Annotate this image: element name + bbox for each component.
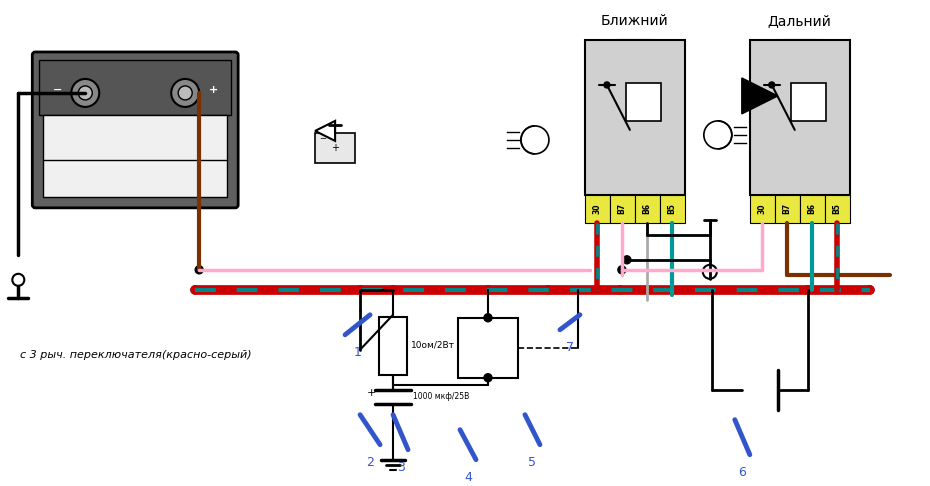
Bar <box>750 40 850 195</box>
Text: 2: 2 <box>366 456 374 469</box>
Circle shape <box>171 79 199 107</box>
Circle shape <box>623 256 631 264</box>
Text: В6: В6 <box>643 203 651 214</box>
Circle shape <box>618 266 626 274</box>
Circle shape <box>704 121 732 149</box>
Circle shape <box>544 286 551 294</box>
Circle shape <box>804 286 812 294</box>
Text: 4: 4 <box>464 471 472 484</box>
Bar <box>618 40 651 80</box>
Text: В7: В7 <box>782 203 791 214</box>
Circle shape <box>192 286 199 294</box>
Bar <box>626 83 661 121</box>
Circle shape <box>604 82 610 88</box>
Text: +: + <box>331 143 339 153</box>
Circle shape <box>795 60 804 70</box>
Text: 10ом/2Вт: 10ом/2Вт <box>411 340 455 349</box>
Text: 3: 3 <box>396 461 405 474</box>
Bar <box>585 195 610 223</box>
Circle shape <box>78 86 92 100</box>
Bar <box>635 195 660 223</box>
Bar <box>44 115 227 197</box>
Bar <box>790 83 826 121</box>
FancyBboxPatch shape <box>33 52 238 208</box>
Text: +: + <box>366 388 376 398</box>
Circle shape <box>356 286 364 294</box>
Bar <box>775 195 800 223</box>
Circle shape <box>195 266 203 274</box>
Text: Ближний: Ближний <box>601 14 669 28</box>
Circle shape <box>179 86 193 100</box>
Circle shape <box>484 374 492 382</box>
Bar <box>610 195 635 223</box>
Circle shape <box>72 79 100 107</box>
Text: В5: В5 <box>832 204 842 214</box>
Polygon shape <box>315 121 335 141</box>
Text: 1000 мкф/25В: 1000 мкф/25В <box>413 392 470 401</box>
Bar <box>315 133 355 163</box>
Text: −: − <box>320 135 326 143</box>
Text: +: + <box>208 85 218 95</box>
Polygon shape <box>742 78 777 114</box>
Bar <box>458 318 518 378</box>
Bar <box>39 60 232 115</box>
Circle shape <box>630 60 640 70</box>
Circle shape <box>389 286 397 294</box>
Bar <box>800 195 825 223</box>
Text: В6: В6 <box>807 203 817 214</box>
Text: В7: В7 <box>618 203 627 214</box>
Text: 6: 6 <box>738 466 746 479</box>
Text: 30: 30 <box>757 204 766 214</box>
Text: 5: 5 <box>528 456 537 469</box>
Bar <box>660 195 684 223</box>
Circle shape <box>832 286 841 294</box>
Text: Дальний: Дальний <box>768 14 831 28</box>
Circle shape <box>624 54 645 76</box>
Text: с 3 рыч. переключателя(красно-серый): с 3 рыч. переключателя(красно-серый) <box>20 350 252 360</box>
Text: 7: 7 <box>566 341 574 354</box>
Circle shape <box>616 286 624 294</box>
Text: −: − <box>53 85 62 95</box>
Circle shape <box>521 126 549 154</box>
Circle shape <box>769 82 775 88</box>
Text: 1: 1 <box>353 346 362 359</box>
Circle shape <box>12 274 24 286</box>
Bar <box>379 317 407 375</box>
Text: В5: В5 <box>668 204 676 214</box>
Bar <box>825 195 850 223</box>
Bar <box>784 40 816 80</box>
Circle shape <box>484 286 492 294</box>
Circle shape <box>484 314 492 322</box>
Circle shape <box>789 54 811 76</box>
Text: 30: 30 <box>592 204 602 214</box>
Bar <box>585 40 684 195</box>
Bar <box>750 195 775 223</box>
Circle shape <box>866 286 873 294</box>
Circle shape <box>703 265 717 279</box>
